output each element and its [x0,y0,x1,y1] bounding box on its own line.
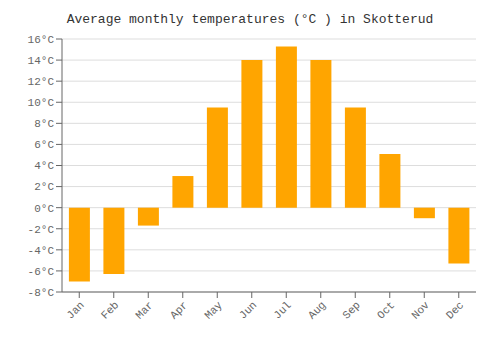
svg-text:Mar: Mar [133,299,155,321]
svg-text:6°C: 6°C [34,139,54,151]
svg-text:10°C: 10°C [28,97,55,109]
svg-text:0°C: 0°C [34,203,54,215]
svg-text:Jun: Jun [237,299,259,321]
svg-text:Apr: Apr [168,299,190,321]
svg-text:-6°C: -6°C [28,266,55,278]
svg-text:-8°C: -8°C [28,287,55,299]
svg-text:Sep: Sep [340,299,362,321]
svg-text:Jan: Jan [64,299,86,321]
svg-text:4°C: 4°C [34,160,54,172]
svg-text:Aug: Aug [306,299,328,321]
svg-text:8°C: 8°C [34,118,54,130]
svg-text:Feb: Feb [99,299,121,321]
svg-text:12°C: 12°C [28,76,55,88]
svg-text:Dec: Dec [444,299,466,321]
svg-text:-4°C: -4°C [28,245,55,257]
svg-text:-2°C: -2°C [28,224,55,236]
svg-text:Jul: Jul [271,299,293,321]
svg-text:Oct: Oct [375,299,397,321]
svg-text:May: May [202,299,225,322]
svg-text:Nov: Nov [409,299,432,322]
html-text:Average monthly temperatures (: Average monthly temperatures (°C ) in Sk… [66,12,434,27]
svg-text:2°C: 2°C [34,181,54,193]
svg-text:16°C: 16°C [28,34,55,46]
svg-text:14°C: 14°C [28,55,55,67]
